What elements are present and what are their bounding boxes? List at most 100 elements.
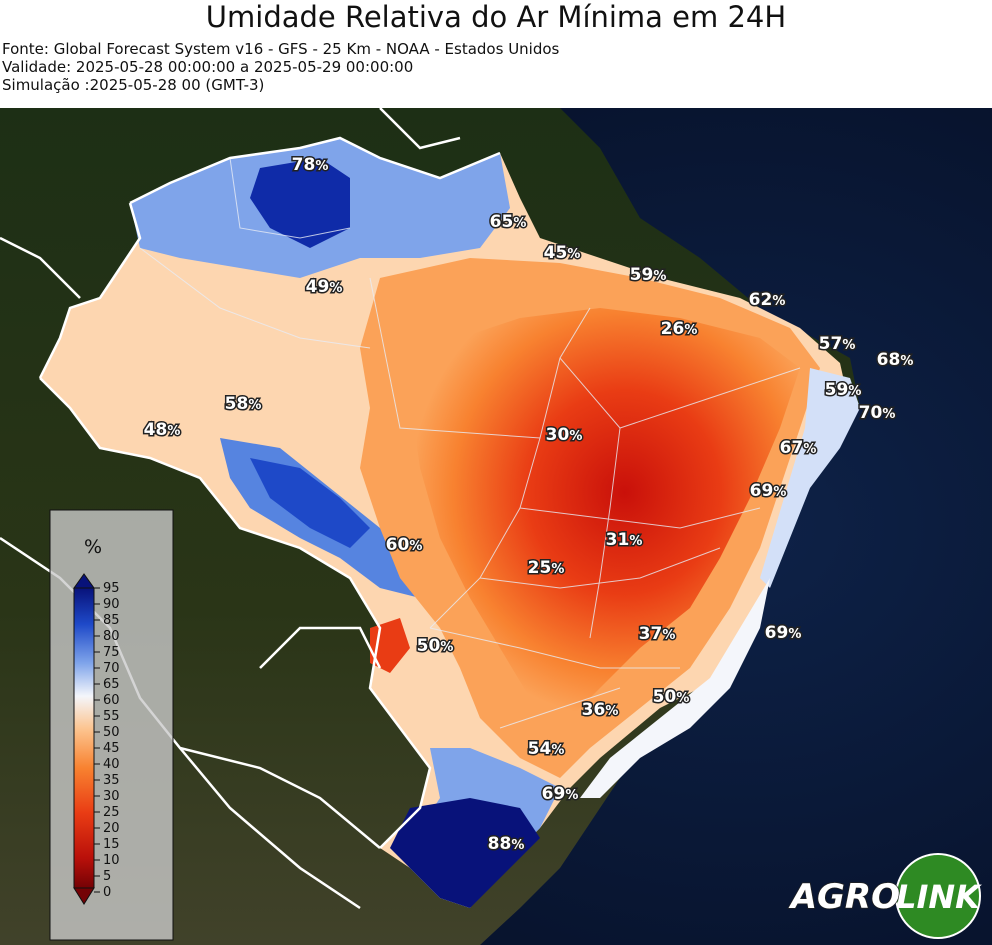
humidity-label: 49%	[306, 277, 343, 297]
central-very-dry-zone	[410, 308, 800, 718]
humidity-label-value: 69	[542, 784, 566, 804]
northeast-coast-humid	[760, 368, 860, 588]
humidity-label: 25%	[528, 558, 565, 578]
humidity-label-value: 69	[765, 623, 789, 643]
humidity-label-unit: %	[772, 294, 785, 309]
humidity-labels: 78%65%45%59%49%62%26%57%68%59%70%58%48% 3…	[142, 154, 915, 856]
humidity-label-value: 31	[606, 530, 630, 550]
humidity-label: 88%	[488, 834, 525, 854]
humidity-label: 69%	[765, 623, 802, 643]
humidity-label: 59%	[825, 380, 862, 400]
humidity-label-unit: %	[848, 384, 861, 399]
logo-text-link: LINK	[896, 878, 982, 916]
validity-line: Validade: 2025-05-28 00:00:00 a 2025-05-…	[2, 58, 414, 76]
colorbar-tick-label: 50	[103, 725, 120, 740]
humidity-label: 69%	[750, 481, 787, 501]
source-line: Fonte: Global Forecast System v16 - GFS …	[2, 40, 560, 58]
southeast-coast-humid	[580, 578, 770, 798]
humidity-label: 62%	[749, 290, 786, 310]
humidity-label: 48%	[144, 420, 181, 440]
humidity-label-value: 30	[546, 425, 570, 445]
humidity-label-unit: %	[773, 485, 786, 500]
west-very-humid	[250, 458, 370, 548]
colorbar-tick-label: 10	[103, 853, 120, 868]
simulation-line: Simulação :2025-05-28 00 (GMT-3)	[2, 76, 265, 94]
humidity-label-unit: %	[842, 338, 855, 353]
humidity-label-unit: %	[605, 704, 618, 719]
state-borders	[139, 157, 801, 729]
colorbar-tick-label: 85	[103, 613, 120, 628]
map-title: Umidade Relativa do Ar Mínima em 24H	[205, 0, 787, 34]
humidity-label-value: 59	[630, 265, 654, 285]
humidity-label-value: 45	[544, 243, 568, 263]
humidity-label-unit: %	[662, 628, 675, 643]
humidity-label: 78%	[292, 155, 329, 175]
humidity-label-unit: %	[440, 640, 453, 655]
humidity-label-value: 65	[490, 212, 514, 232]
humidity-label-value: 25	[528, 558, 552, 578]
colorbar-tick-label: 35	[103, 773, 120, 788]
agrolink-logo: AGRO LINK	[787, 853, 982, 939]
humidity-label: 45%	[544, 243, 581, 263]
humidity-label-unit: %	[167, 424, 180, 439]
humidity-label-unit: %	[565, 788, 578, 803]
colorbar-tick-label: 55	[103, 709, 120, 724]
colorbar-tick-label: 0	[103, 885, 111, 900]
humidity-label: 65%	[490, 212, 527, 232]
humidity-label: 58%	[225, 394, 262, 414]
colorbar-tick-label: 80	[103, 629, 120, 644]
humidity-label-unit: %	[676, 691, 689, 706]
humidity-label-value: 49	[306, 277, 330, 297]
colorbar-tick-label: 20	[103, 821, 120, 836]
humidity-label-value: 67	[780, 438, 804, 458]
colorbar-tick-label: 95	[103, 581, 120, 596]
humidity-label-value: 54	[528, 739, 552, 759]
colorbar-tick-label: 45	[103, 741, 120, 756]
humidity-label-unit: %	[409, 539, 422, 554]
colorbar-unit: %	[84, 536, 102, 558]
humidity-label-unit: %	[629, 534, 642, 549]
humidity-label-unit: %	[803, 442, 816, 457]
humidity-label-value: 78	[292, 155, 316, 175]
humidity-label-unit: %	[900, 354, 913, 369]
humidity-map: % 95908580757065605550454035302520151050…	[0, 108, 992, 945]
humidity-label-unit: %	[248, 398, 261, 413]
humidity-label: 26%	[661, 319, 698, 339]
humidity-label: 36%	[582, 700, 619, 720]
humidity-label-unit: %	[569, 429, 582, 444]
humidity-label-value: 57	[819, 334, 843, 354]
logo-text-agro: AGRO	[788, 877, 900, 917]
humidity-label-value: 37	[639, 624, 663, 644]
humidity-label-unit: %	[551, 562, 564, 577]
humidity-label-value: 48	[144, 420, 168, 440]
colorbar-tick-label: 25	[103, 805, 120, 820]
humidity-label-unit: %	[567, 247, 580, 262]
humidity-label-value: 59	[825, 380, 849, 400]
humidity-label: 30%	[546, 425, 583, 445]
humidity-label-value: 26	[661, 319, 685, 339]
humidity-label: 68%	[877, 350, 914, 370]
humidity-label: 54%	[528, 739, 565, 759]
colorbar-tick-label: 30	[103, 789, 120, 804]
colorbar-tick-label: 40	[103, 757, 120, 772]
colorbar-tick-label: 60	[103, 693, 120, 708]
humidity-label: 50%	[653, 687, 690, 707]
humidity-label-value: 50	[417, 636, 441, 656]
colorbar-tick-label: 5	[103, 869, 111, 884]
humidity-label-value: 50	[653, 687, 677, 707]
humidity-label-value: 36	[582, 700, 606, 720]
humidity-label-value: 88	[488, 834, 512, 854]
humidity-label-unit: %	[684, 323, 697, 338]
humidity-label-unit: %	[315, 159, 328, 174]
humidity-label: 50%	[417, 636, 454, 656]
colorbar-tick-label: 90	[103, 597, 120, 612]
colorbar-tick-label: 70	[103, 661, 120, 676]
humidity-label-value: 70	[859, 403, 883, 423]
colorbar-tick-label: 75	[103, 645, 120, 660]
south-very-humid	[390, 798, 540, 908]
humidity-label-unit: %	[329, 281, 342, 296]
humidity-label: 70%	[859, 403, 896, 423]
humidity-label: 67%	[780, 438, 817, 458]
humidity-label: 57%	[819, 334, 856, 354]
